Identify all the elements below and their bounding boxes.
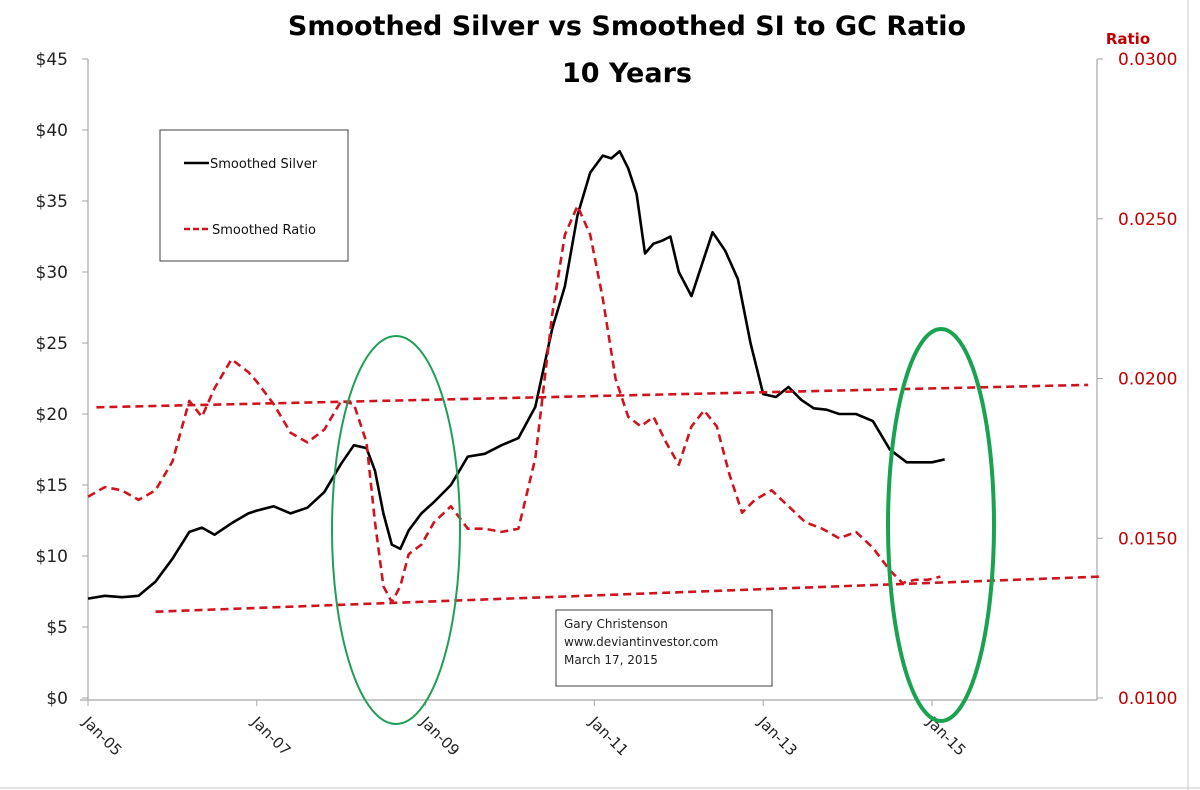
right-tick-label: 0.0300 xyxy=(1118,50,1177,70)
legend-label-silver: Smoothed Silver xyxy=(210,157,318,172)
author-website: www.deviantinvestor.com xyxy=(564,635,718,649)
author-note: Gary Christenson www.deviantinvestor.com… xyxy=(555,609,773,687)
author-name: Gary Christenson xyxy=(564,617,668,631)
left-tick-label: $5 xyxy=(46,618,68,638)
chart-title: Smoothed Silver vs Smoothed SI to GC Rat… xyxy=(288,11,966,42)
series-line-lower-trendline xyxy=(155,575,1101,613)
x-tick-label: Jan-13 xyxy=(754,712,801,759)
right-tick-label: 0.0150 xyxy=(1118,529,1177,549)
right-tick-label: 0.0100 xyxy=(1118,689,1177,709)
x-tick-label: Jan-11 xyxy=(585,712,632,759)
x-tick-label: Jan-07 xyxy=(247,712,294,759)
left-tick-label: $45 xyxy=(36,50,68,70)
legend: Smoothed Silver Smoothed Ratio xyxy=(159,129,349,262)
left-tick-label: $20 xyxy=(36,405,68,425)
left-tick-label: $40 xyxy=(36,121,68,141)
annotation-ellipse-2015 xyxy=(886,327,996,723)
x-tick-label: Jan-09 xyxy=(416,712,463,759)
x-tick-label: Jan-05 xyxy=(78,712,125,759)
right-axis-label: Ratio xyxy=(1106,30,1150,48)
left-tick-label: $15 xyxy=(36,476,68,496)
right-tick-label: 0.0200 xyxy=(1118,370,1177,390)
right-tick-label: 0.0250 xyxy=(1118,210,1177,230)
left-tick-label: $0 xyxy=(46,689,68,709)
right-axis-ticks: 0.0100 0.0150 0.0200 0.0250 0.0300 xyxy=(1097,50,1177,709)
left-tick-label: $10 xyxy=(36,547,68,567)
series-line-smoothed-silver xyxy=(87,150,945,600)
series-layer xyxy=(87,150,1101,613)
left-tick-label: $35 xyxy=(36,192,68,212)
author-note-box xyxy=(555,609,773,687)
chart-subtitle: 10 Years xyxy=(562,58,692,89)
series-line-upper-trendline xyxy=(96,383,1089,409)
annotation-ellipse-2008 xyxy=(331,335,461,725)
left-axis-ticks: $0 $5 $10 $15 $20 $25 $30 $35 $40 $45 xyxy=(36,50,88,709)
x-axis-ticks: Jan-05 Jan-07 Jan-09 Jan-11 Jan-13 Jan-15 xyxy=(78,700,970,760)
left-tick-label: $25 xyxy=(36,334,68,354)
legend-box xyxy=(159,129,349,262)
author-date: March 17, 2015 xyxy=(564,653,658,667)
left-tick-label: $30 xyxy=(36,263,68,283)
legend-label-ratio: Smoothed Ratio xyxy=(212,223,316,238)
